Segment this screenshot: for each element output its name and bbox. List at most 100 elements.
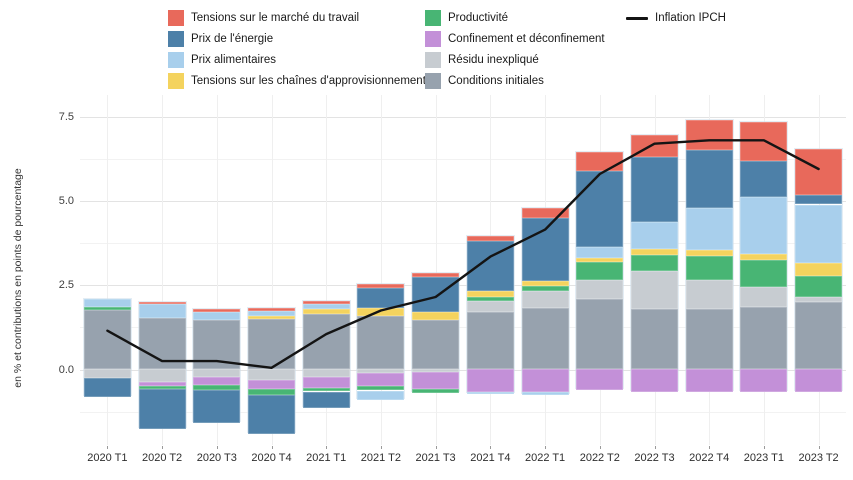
segment-productivite — [248, 389, 295, 396]
segment-energie — [740, 161, 788, 198]
segment-chaines — [521, 281, 569, 287]
segment-productivite — [576, 262, 624, 281]
legend-swatch-icon — [168, 10, 184, 26]
segment-travail — [466, 235, 514, 241]
segment-conditions — [248, 319, 295, 370]
segment-confinement — [631, 368, 678, 392]
x-tickmark — [599, 446, 601, 449]
segment-residu — [795, 296, 843, 302]
segment-energie — [521, 217, 569, 282]
legend-swatch-icon — [425, 31, 441, 47]
segment-conditions — [795, 301, 843, 370]
x-tickmark — [380, 446, 382, 449]
segment-confinement — [193, 377, 241, 385]
bar-2023-T2 — [794, 148, 844, 392]
bar-2021-T4 — [465, 234, 515, 395]
segment-residu — [466, 300, 514, 312]
segment-residu — [83, 368, 131, 379]
segment-productivite — [466, 297, 514, 301]
bar-2021-T3 — [411, 272, 461, 393]
segment-alimentaires — [466, 391, 514, 395]
x-tick-label: 2023 T1 — [743, 452, 784, 464]
x-tickmark — [654, 446, 656, 449]
segment-productivite — [412, 389, 460, 393]
segment-productivite — [631, 254, 678, 271]
segment-energie — [685, 150, 733, 208]
segment-conditions — [412, 320, 460, 369]
legend-item-residu: Résidu inexpliqué — [425, 52, 539, 68]
legend-swatch-icon — [425, 52, 441, 68]
segment-productivite — [740, 259, 788, 288]
segment-conditions — [138, 318, 186, 370]
x-tick-label: 2022 T2 — [579, 452, 620, 464]
x-tick-label: 2021 T1 — [306, 452, 347, 464]
segment-alimentaires — [521, 391, 569, 395]
segment-energie — [357, 287, 405, 309]
segment-residu — [521, 291, 569, 309]
legend-swatch-icon — [168, 73, 184, 89]
legend-label: Prix de l'énergie — [191, 33, 274, 45]
segment-chaines — [740, 254, 788, 260]
legend-label: Résidu inexpliqué — [448, 54, 539, 66]
x-tick-label: 2022 T3 — [634, 452, 675, 464]
segment-residu — [248, 368, 295, 381]
segment-confinement — [302, 376, 350, 388]
segment-productivite — [685, 256, 733, 281]
segment-productivite — [302, 387, 350, 392]
x-tick-label: 2023 T2 — [798, 452, 839, 464]
bar-2021-T1 — [301, 299, 351, 409]
legend-label: Tensions sur le marché du travail — [191, 12, 360, 24]
bar-2020-T3 — [192, 308, 242, 423]
major-gridline — [80, 369, 846, 371]
segment-conditions — [685, 309, 733, 369]
segment-productivite — [138, 385, 186, 390]
segment-residu — [357, 368, 405, 374]
x-tickmark — [271, 446, 273, 449]
segment-conditions — [357, 315, 405, 369]
segment-energie — [466, 240, 514, 292]
segment-alimentaires — [631, 222, 678, 250]
segment-alimentaires — [302, 304, 350, 309]
segment-confinement — [795, 368, 843, 392]
x-tick-label: 2021 T2 — [360, 452, 401, 464]
segment-chaines — [466, 291, 514, 298]
legend-label: Productivité — [448, 12, 509, 24]
segment-confinement — [685, 368, 733, 392]
segment-energie — [576, 170, 624, 247]
segment-energie — [631, 156, 678, 223]
bar-2020-T2 — [137, 301, 187, 430]
segment-alimentaires — [685, 207, 733, 251]
segment-confinement — [412, 372, 460, 390]
segment-energie — [248, 395, 295, 434]
legend-label: Inflation IPCH — [655, 12, 726, 24]
x-tickmark — [818, 446, 820, 449]
segment-chaines — [631, 249, 678, 255]
x-tick-label: 2020 T1 — [87, 452, 128, 464]
bar-2020-T1 — [82, 297, 132, 398]
segment-alimentaires — [193, 312, 241, 321]
bar-2022-T1 — [520, 206, 570, 395]
legend-item-chaines: Tensions sur les chaînes d'approvisionne… — [168, 73, 426, 89]
legend-swatch-icon — [425, 10, 441, 26]
segment-energie — [83, 378, 131, 398]
segment-energie — [302, 391, 350, 409]
segment-alimentaires — [357, 390, 405, 400]
y-tick-label: 7.5 — [58, 110, 74, 123]
legend-label: Confinement et déconfinement — [448, 33, 605, 45]
segment-confinement — [138, 382, 186, 386]
segment-residu — [193, 368, 241, 378]
segment-travail — [740, 122, 788, 162]
y-tick-label: 2.5 — [58, 279, 74, 292]
legend-item-travail: Tensions sur le marché du travail — [168, 10, 359, 26]
legend-item-confinement: Confinement et déconfinement — [425, 31, 605, 47]
x-tick-label: 2020 T2 — [142, 452, 183, 464]
segment-chaines — [412, 311, 460, 321]
segment-confinement — [521, 368, 569, 392]
segment-productivite — [521, 286, 569, 292]
x-tickmark — [216, 446, 218, 449]
segment-confinement — [576, 368, 624, 390]
legend-swatch-icon — [168, 31, 184, 47]
x-tick-label: 2022 T4 — [689, 452, 730, 464]
segment-energie — [412, 276, 460, 312]
